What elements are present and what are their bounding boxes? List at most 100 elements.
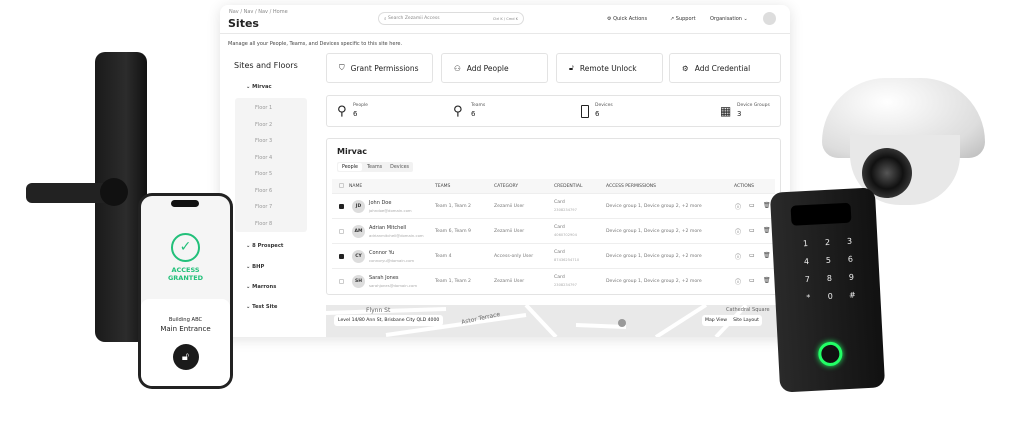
access-permissions-cell: Device group 1, Device group 2, +2 more xyxy=(606,254,702,259)
category-cell: Zezamii User xyxy=(494,204,525,209)
floor-item[interactable]: Floor 1 xyxy=(255,105,273,111)
stats-bar: ⚲ People 6 ⚲ Teams 6 Devices 6 ▦ Device … xyxy=(326,95,781,127)
site-map[interactable]: Flynn St Astor Terrace Cathedral Square … xyxy=(326,305,781,337)
remote-unlock-button[interactable]: 🔓︎ Remote Unlock xyxy=(556,53,663,83)
key[interactable]: 0 xyxy=(827,291,834,301)
search-input[interactable]: ⌕ Search Zezamii Access Ctrl K / Cmd K xyxy=(378,12,524,25)
stat-value: 6 xyxy=(595,110,600,118)
person-email: connoryu@domain.com xyxy=(369,258,415,263)
lock-handle-base xyxy=(100,178,128,206)
info-icon[interactable]: ⓘ xyxy=(735,254,742,261)
trash-icon[interactable]: 🗑︎ xyxy=(763,252,771,259)
column-header[interactable]: NAME xyxy=(349,184,363,189)
fingerprint-sensor xyxy=(817,341,843,367)
key[interactable]: 5 xyxy=(825,255,832,266)
support-link[interactable]: Support xyxy=(675,16,696,22)
card-icon[interactable]: ▭ xyxy=(749,227,755,234)
person-email: sarahjones@domain.com xyxy=(369,283,418,288)
key[interactable]: 6 xyxy=(847,254,854,264)
card-icon[interactable]: ▭ xyxy=(749,202,755,209)
trash-icon[interactable]: 🗑︎ xyxy=(763,277,771,284)
key[interactable]: # xyxy=(848,290,856,300)
tab-teams[interactable]: Teams xyxy=(366,165,383,170)
site-layout-button[interactable]: Site Layout xyxy=(733,318,759,323)
unlock-button[interactable]: 🔓︎ xyxy=(172,344,199,370)
key[interactable]: 4 xyxy=(803,256,810,267)
avatar: CY xyxy=(352,250,365,263)
category-cell: Zezamii User xyxy=(494,279,525,284)
avatar: SH xyxy=(352,275,365,288)
table-header: NAME TEAMS CATEGORY CREDENTIAL ACCESS PE… xyxy=(332,179,775,193)
credential-type: Card xyxy=(554,275,565,280)
credential-number: 2308234797 xyxy=(554,208,577,212)
grant-permissions-button[interactable]: ⛉ Grant Permissions xyxy=(326,53,433,83)
credential-type: Card xyxy=(554,225,565,230)
breadcrumb[interactable]: Nav / Nav / Nav / Home xyxy=(229,9,288,15)
avatar[interactable] xyxy=(763,12,776,25)
map-view-button[interactable]: Map View xyxy=(705,318,728,323)
site-bhp[interactable]: ⌄ BHP xyxy=(246,264,265,270)
access-permissions-cell: Device group 1, Device group 2, +2 more xyxy=(606,204,702,209)
site-test-site[interactable]: ⌄ Test Site xyxy=(246,304,278,310)
key[interactable]: 7 xyxy=(804,274,811,285)
people-icon: ⚇ xyxy=(454,63,461,73)
column-header[interactable]: CATEGORY xyxy=(494,184,519,189)
floor-item[interactable]: Floor 3 xyxy=(255,138,273,144)
trash-icon[interactable]: 🗑︎ xyxy=(763,202,771,209)
tab-people[interactable]: People xyxy=(338,163,362,171)
table-row[interactable]: AM Adrian Mitchell adrianmitchell@domain… xyxy=(332,218,775,243)
add-credential-button[interactable]: ⚙ Add Credential xyxy=(669,53,781,83)
card-icon[interactable]: ▭ xyxy=(749,252,755,259)
key[interactable]: 8 xyxy=(826,273,833,284)
phone-image: ✓ ACCESS GRANTED Building ABC Main Entra… xyxy=(138,193,233,389)
add-people-button[interactable]: ⚇ Add People xyxy=(441,53,548,83)
column-header[interactable]: CREDENTIAL xyxy=(554,184,583,189)
column-header[interactable]: TEAMS xyxy=(435,184,451,189)
person-name[interactable]: Sarah Jones xyxy=(369,275,399,281)
search-icon: ⌕ xyxy=(384,16,388,22)
floor-item[interactable]: Floor 8 xyxy=(255,221,273,227)
column-header: ACTIONS xyxy=(734,184,754,189)
floor-item[interactable]: Floor 7 xyxy=(255,204,273,210)
person-name[interactable]: John Doe xyxy=(369,200,392,206)
stat-value: 6 xyxy=(353,110,358,118)
quick-actions-button[interactable]: Quick Actions xyxy=(613,16,648,22)
key[interactable]: 3 xyxy=(846,236,853,246)
stat-value: 3 xyxy=(737,110,742,118)
row-checkbox[interactable] xyxy=(339,279,344,284)
key[interactable]: * xyxy=(806,292,811,303)
address-label: Level 14/80 Ann St, Brisbane City QLD 40… xyxy=(334,315,444,326)
person-name[interactable]: Connor Yu xyxy=(369,250,395,256)
info-icon[interactable]: ⓘ xyxy=(735,204,742,211)
site-8-prospect[interactable]: ⌄ 8 Prospect xyxy=(246,243,284,249)
row-checkbox[interactable] xyxy=(339,254,344,259)
site-marrons[interactable]: ⌄ Marrons xyxy=(246,284,277,290)
row-checkbox[interactable] xyxy=(339,229,344,234)
stat-label: Teams xyxy=(471,103,486,108)
select-all-checkbox[interactable] xyxy=(339,183,344,188)
card-icon[interactable]: ▭ xyxy=(749,277,755,284)
device-groups-icon: ▦ xyxy=(720,104,732,118)
people-table-card: Mirvac People Teams Devices NAME TEAMS C… xyxy=(326,138,781,295)
key[interactable]: 9 xyxy=(848,272,855,282)
row-checkbox[interactable] xyxy=(339,204,344,209)
floor-item[interactable]: Floor 6 xyxy=(255,188,273,194)
organisation-dropdown[interactable]: Organisation ⌄ xyxy=(710,16,748,22)
info-icon[interactable]: ⓘ xyxy=(735,229,742,236)
floor-item[interactable]: Floor 2 xyxy=(255,122,273,128)
key[interactable]: 1 xyxy=(802,238,809,249)
person-name[interactable]: Adrian Mitchell xyxy=(369,225,407,231)
floor-item[interactable]: Floor 4 xyxy=(255,155,273,161)
table-row[interactable]: CY Connor Yu connoryu@domain.com Team 4 … xyxy=(332,243,775,268)
key[interactable]: 2 xyxy=(824,237,831,248)
floor-item[interactable]: Floor 5 xyxy=(255,171,273,177)
column-header[interactable]: ACCESS PERMISSIONS xyxy=(606,184,656,189)
trash-icon[interactable]: 🗑︎ xyxy=(763,227,771,234)
table-row[interactable]: JD John Doe johndoe@domain.com Team 1, T… xyxy=(332,193,775,218)
dashboard-window: Nav / Nav / Nav / Home Sites ⌕ Search Ze… xyxy=(220,5,790,337)
check-icon: ✓ xyxy=(171,233,200,262)
site-mirvac[interactable]: ⌄ Mirvac xyxy=(246,84,272,90)
info-icon[interactable]: ⓘ xyxy=(735,279,742,286)
tab-devices[interactable]: Devices xyxy=(390,165,410,170)
table-row[interactable]: SH Sarah Jones sarahjones@domain.com Tea… xyxy=(332,268,775,293)
